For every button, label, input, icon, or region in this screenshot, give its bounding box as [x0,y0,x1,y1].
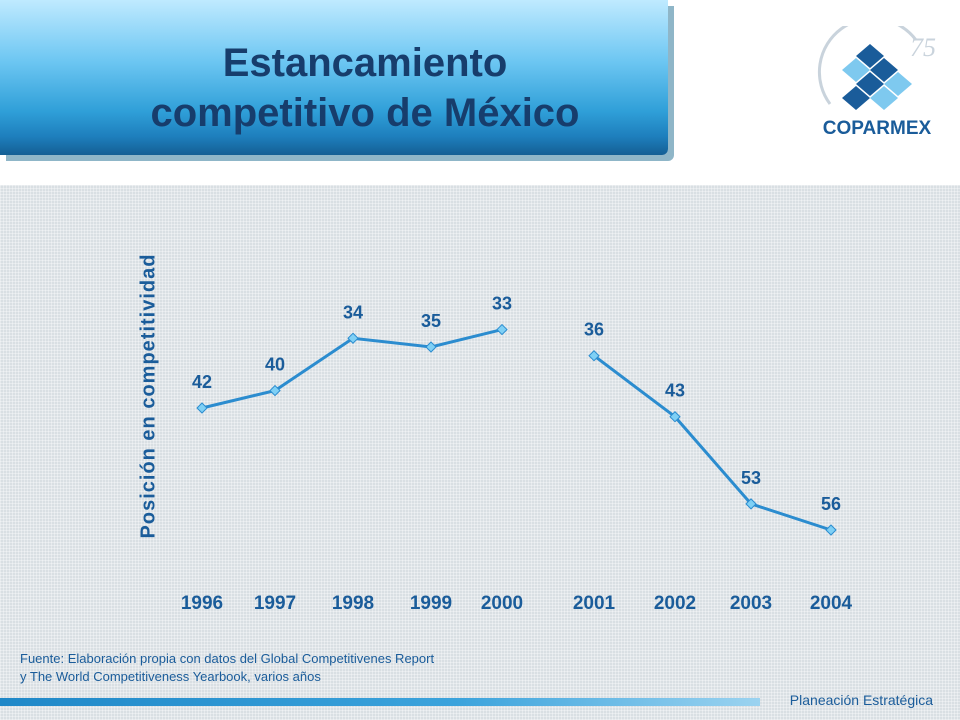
data-point-1999 [425,341,437,353]
title-line-1: Estancamiento [222,41,508,85]
data-point-2001 [588,350,600,362]
x-tick-label-1997: 1997 [254,593,296,614]
source-note: Fuente: Elaboración propia con datos del… [20,650,620,686]
data-label-1997: 40 [265,355,285,375]
data-label-1998: 34 [343,302,363,322]
footer-band [0,698,760,706]
logo-wordmark: COPARMEX [822,118,932,139]
x-tick-label-2001: 2001 [573,593,616,614]
source-line-2: y The World Competitiveness Yearbook, va… [20,669,321,684]
data-label-2003: 53 [741,468,761,488]
data-label-1996: 42 [192,372,212,392]
data-point-2004 [825,524,837,536]
series-line-segment-2 [593,354,832,532]
x-tick-label-2002: 2002 [654,593,696,614]
data-point-2002 [669,411,681,423]
x-tick-label-1998: 1998 [332,593,374,614]
x-tick-label-2004: 2004 [810,593,853,614]
page-title: Estancamiento competitivo de México [0,38,730,138]
data-label-2004: 56 [821,494,841,514]
data-point-1997 [269,384,281,397]
data-point-1996 [196,402,208,414]
data-label-2002: 43 [665,381,685,401]
data-point-2000 [496,323,508,336]
y-axis-label: Posición en competitividad [137,253,160,539]
data-label-2001: 36 [584,320,604,340]
source-line-1: Fuente: Elaboración propia con datos del… [20,651,435,666]
data-point-1998 [347,332,359,344]
footer-label: Planeación Estratégica [789,692,933,708]
data-point-2003 [745,498,757,510]
x-tick-label-1996: 1996 [181,593,223,614]
title-banner [0,0,668,155]
title-line-2: competitivo de México [150,91,580,135]
x-tick-label-2003: 2003 [730,593,772,614]
x-tick-label-1999: 1999 [410,593,452,614]
x-tick-label-2000: 2000 [481,593,523,614]
data-label-1999: 35 [421,311,441,331]
logo-number: 75 [910,33,936,62]
data-label-2000: 33 [492,294,512,314]
